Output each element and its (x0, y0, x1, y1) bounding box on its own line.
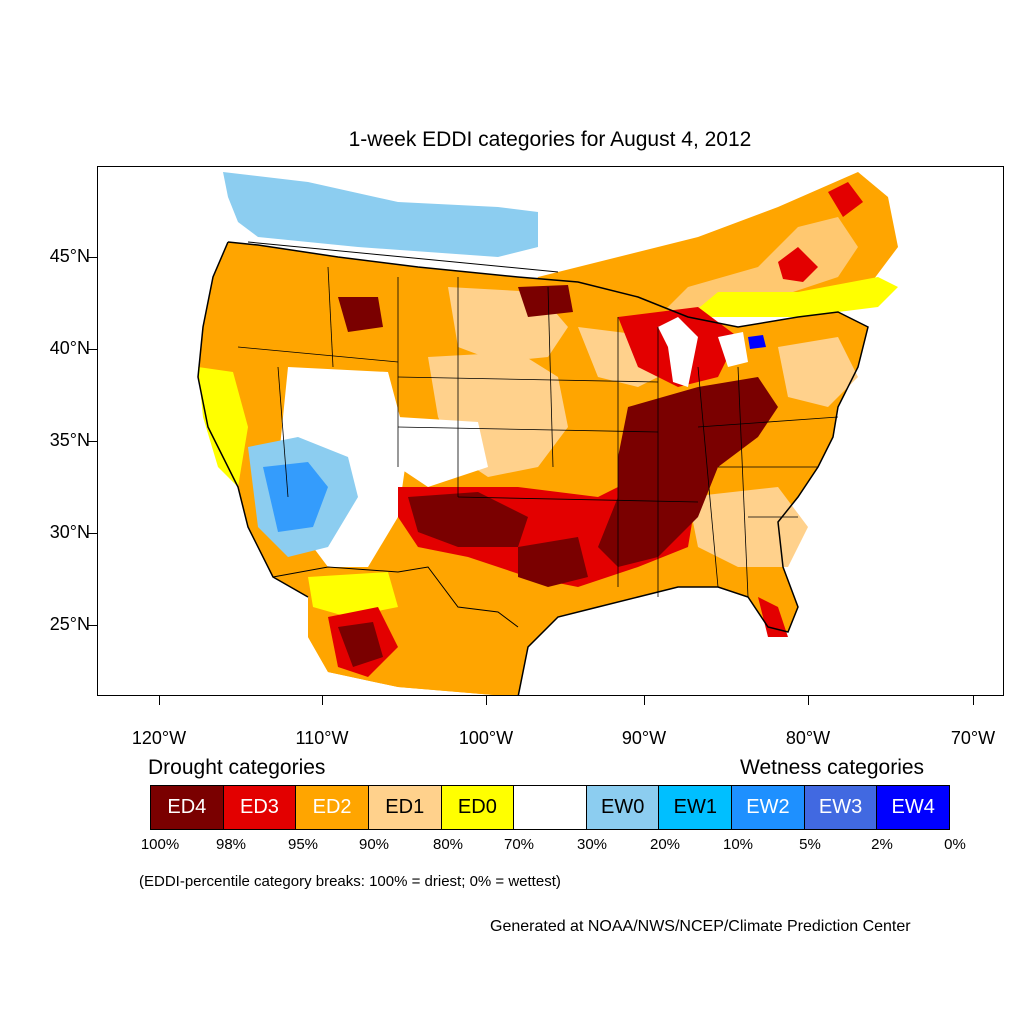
legend-break: 0% (944, 836, 966, 853)
lon-label-70: 70°W (950, 728, 996, 748)
lat-tick (88, 441, 97, 442)
canada-region-yellow (658, 217, 858, 317)
wetness-heading: Wetness categories (740, 756, 925, 779)
lat-label-30: 30°N (49, 522, 90, 542)
legend-cat-ed3: ED3 (223, 786, 297, 829)
lon-label-120: 120°W (131, 728, 187, 748)
lon-tick (644, 696, 645, 705)
ed4-montana (338, 297, 383, 332)
legend-break: 95% (287, 836, 319, 853)
legend-break: 10% (722, 836, 754, 853)
legend-break: 5% (799, 836, 821, 853)
legend-cat-label: ED4 (167, 796, 207, 818)
drought-heading: Drought categories (148, 756, 326, 779)
west-coast-yellow (198, 367, 248, 487)
lat-tick (88, 533, 97, 534)
legend-cat-ew2: EW2 (732, 786, 805, 829)
ed4-texas (518, 537, 588, 587)
lake-huron (718, 332, 748, 367)
legend-cat-ed2: ED2 (296, 786, 369, 829)
legend-cat-label: EW0 (600, 796, 645, 818)
colorado-white (398, 417, 488, 487)
legend-cat-ed0: ED0 (441, 786, 515, 829)
lat-label-25: 25°N (49, 614, 90, 634)
lon-label-110: 110°W (295, 728, 349, 748)
lon-tick (808, 696, 809, 705)
legend-break: 70% (503, 836, 535, 853)
canada-border (247, 241, 559, 273)
mexico-yellow-edge (308, 572, 398, 617)
lon-tick (486, 696, 487, 705)
ed3-florida (758, 597, 788, 637)
legend-colorbar: ED4 ED3 ED2 ED1 ED0 EW0 EW1 EW2 EW3 EW4 (150, 785, 950, 830)
canada-red-spot (778, 247, 818, 282)
legend-cat-label: EW2 (746, 796, 790, 818)
legend-cat-ew4: EW4 (877, 786, 950, 829)
ed4-southern (408, 492, 528, 547)
lon-tick (973, 696, 974, 705)
legend-cat-ew0: EW0 (586, 786, 660, 829)
lon-label-100: 100°W (458, 728, 514, 748)
us-outline (227, 241, 869, 695)
credit-line: Generated at NOAA/NWS/NCEP/Climate Predi… (490, 918, 911, 935)
legend-break: 80% (432, 836, 464, 853)
lat-tick (88, 257, 97, 258)
mexico-border (272, 566, 519, 628)
lat-tick (88, 625, 97, 626)
legend-break: 2% (871, 836, 893, 853)
state-borders (237, 266, 839, 598)
lat-label-35: 35°N (49, 430, 90, 450)
legend-break: 90% (358, 836, 390, 853)
legend-cat-label: EW4 (891, 796, 935, 818)
eddi-map (197, 172, 898, 695)
canada-yellow-edge (688, 277, 898, 317)
lat-label-40: 40°N (49, 338, 90, 358)
legend-cat-ew3: EW3 (804, 786, 878, 829)
lake-ontario-wet (748, 335, 766, 349)
legend-cat-ed1: ED1 (368, 786, 442, 829)
legend-break: 20% (649, 836, 681, 853)
footnote: (EDDI-percentile category breaks: 100% =… (139, 873, 561, 890)
lon-tick (159, 696, 160, 705)
legend-cat-normal (514, 786, 587, 829)
lon-tick (322, 696, 323, 705)
west-coast-line (197, 241, 309, 598)
legend-cat-label: EW1 (673, 796, 717, 818)
legend-cat-ew1: EW1 (659, 786, 733, 829)
northwest-wet-region (223, 172, 538, 257)
map-panel (97, 166, 1004, 696)
lon-label-80: 80°W (785, 728, 831, 748)
legend-cat-label: ED0 (457, 796, 497, 818)
canada-red-spot-2 (828, 182, 863, 217)
legend-break: 100% (140, 836, 180, 853)
lat-label-45: 45°N (49, 246, 90, 266)
ed4-mexico (338, 622, 383, 667)
legend-cat-label: EW3 (818, 796, 863, 818)
legend-cat-label: ED2 (312, 796, 352, 818)
lat-tick (88, 349, 97, 350)
southwest-wet-2 (263, 462, 328, 532)
legend-cat-ed4: ED4 (151, 786, 224, 829)
legend-cat-label: ED3 (240, 796, 279, 818)
ed1-southeast (688, 487, 808, 567)
ed1-northeast (778, 337, 858, 407)
legend-break: 30% (576, 836, 608, 853)
ed4-dakotas (518, 285, 573, 317)
legend-cat-label: ED1 (385, 796, 425, 818)
map-title: 1-week EDDI categories for August 4, 201… (348, 128, 752, 151)
lon-label-90: 90°W (621, 728, 667, 748)
legend-break: 98% (215, 836, 247, 853)
great-lakes (658, 317, 698, 387)
